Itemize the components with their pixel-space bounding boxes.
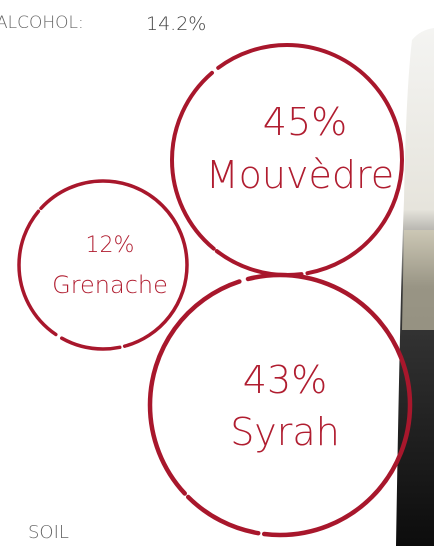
ring-syrah (150, 275, 410, 535)
bottle-label (402, 230, 434, 330)
ring-grenache (19, 181, 187, 349)
wine-blend-graphic: ALCOHOL: 14.2% 45% Mouvèdre 12% Grenache… (0, 0, 434, 546)
alcohol-value: 14.2% (146, 13, 206, 35)
blend-name: Mouvèdre (206, 153, 394, 197)
blend-percent: 45% (263, 100, 347, 144)
blend-percent: 12% (86, 233, 135, 258)
blend-name: Syrah (230, 410, 340, 454)
blend-name: Grenache (52, 271, 168, 299)
alcohol-label: ALCOHOL: (0, 13, 84, 33)
soil-label: SOIL (28, 522, 69, 543)
blend-percent: 43% (243, 358, 327, 402)
